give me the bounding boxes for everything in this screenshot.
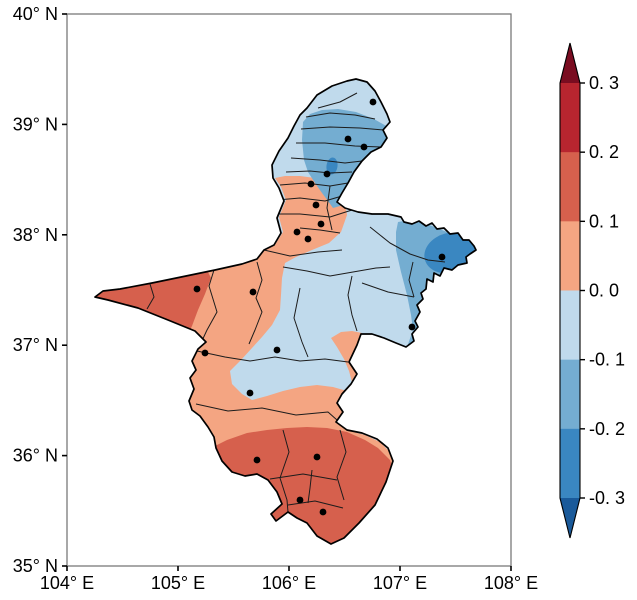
county-boundary-line — [276, 195, 343, 202]
colorbar-upper-arrow — [560, 43, 580, 83]
colorbar-segment — [560, 290, 580, 361]
county-boundary-line — [263, 249, 343, 257]
colorbar-tick-label: -0. 1 — [589, 350, 625, 370]
station-dot — [438, 253, 446, 261]
colorbar-segment — [560, 428, 580, 499]
station-dot — [317, 220, 325, 228]
fill-south-red — [211, 427, 396, 544]
colorbar-tick-label: 0. 3 — [589, 73, 619, 93]
station-dot — [369, 98, 377, 106]
station-dot — [307, 180, 315, 188]
fill-west-red — [95, 268, 211, 353]
county-boundary-line — [305, 112, 376, 120]
colorbar-tick-label: 0. 0 — [589, 281, 619, 301]
station-dot — [323, 170, 331, 178]
station-dot — [408, 323, 416, 331]
y-axis-tick-label: 36° N — [13, 446, 58, 466]
station-dot — [249, 288, 257, 296]
county-boundary-line — [146, 283, 155, 310]
station-dot — [319, 508, 327, 516]
fill-base-light-blue — [95, 79, 476, 544]
station-dot — [312, 201, 320, 209]
county-boundary-line — [282, 266, 391, 277]
station-dot — [201, 349, 209, 357]
colorbar-segment — [560, 83, 580, 153]
county-boundaries — [146, 92, 446, 513]
county-boundary-line — [196, 350, 349, 363]
county-boundary-line — [279, 429, 290, 513]
x-axis-tick-label: 104° E — [40, 573, 94, 593]
province-contour-fills — [95, 79, 476, 544]
county-boundary-line — [300, 126, 385, 131]
y-axis-tick-label: 37° N — [13, 335, 58, 355]
county-boundary-line — [347, 275, 358, 332]
station-dot — [273, 346, 281, 354]
colorbar-tick-label: -0. 3 — [589, 488, 625, 508]
county-boundary-line — [248, 261, 263, 345]
colorbar-segment — [560, 152, 580, 222]
station-dot — [253, 456, 261, 464]
county-boundary-line — [293, 287, 309, 358]
y-axis-tick-label: 39° N — [13, 114, 58, 134]
county-boundary-line — [296, 142, 382, 148]
county-boundary-line — [195, 403, 347, 429]
station-dot — [344, 135, 352, 143]
colorbar-segment — [560, 221, 580, 291]
province-outline — [94, 78, 477, 545]
station-dot — [193, 285, 201, 293]
colorbar-tick-label: 0. 2 — [589, 142, 619, 162]
station-dot — [304, 235, 312, 243]
county-boundary-line — [285, 170, 353, 174]
county-boundary-line — [275, 209, 353, 218]
county-boundary-line — [287, 500, 344, 509]
county-boundary-line — [317, 92, 358, 109]
county-boundary-line — [408, 261, 415, 298]
county-boundary-line — [361, 282, 415, 298]
x-axis-tick-label: 105° E — [151, 573, 205, 593]
y-axis-tick-label: 38° N — [13, 225, 58, 245]
colorbar-segment — [560, 359, 580, 430]
county-boundary-line — [299, 227, 341, 234]
colorbar-tick-label: -0. 2 — [589, 419, 625, 439]
station-dot — [360, 143, 368, 151]
station-dots — [193, 98, 446, 516]
colorbar-lower-arrow — [560, 498, 580, 538]
colorbar-tick-label: 0. 1 — [589, 211, 619, 231]
county-boundary-line — [290, 157, 363, 164]
county-boundary-line — [307, 469, 313, 504]
county-boundary-line — [269, 473, 338, 481]
x-axis-tick-label: 108° E — [484, 573, 538, 593]
station-dot — [296, 496, 304, 504]
axes: 104° E 105° E 106° E 107° E 108° E 40° N 39° N… — [13, 4, 538, 593]
y-axis-tick-label: 40° N — [13, 4, 58, 24]
station-dot — [246, 389, 254, 397]
y-axis-tick-label: 35° N — [13, 556, 58, 576]
colorbar: 0. 3 0. 2 0. 1 0. 0 -0. 1 -0. 2 -0. 3 — [559, 42, 625, 539]
station-dot — [313, 453, 321, 461]
county-boundary-line — [279, 182, 349, 187]
station-dot — [293, 228, 301, 236]
county-boundary-line — [336, 429, 347, 501]
fill-north-medium-blue — [302, 109, 391, 208]
x-axis-tick-label: 107° E — [373, 573, 427, 593]
county-boundary-line — [326, 185, 333, 231]
county-boundary-line — [369, 226, 446, 263]
x-axis-tick-label: 106° E — [262, 573, 316, 593]
county-boundary-line — [199, 269, 218, 346]
